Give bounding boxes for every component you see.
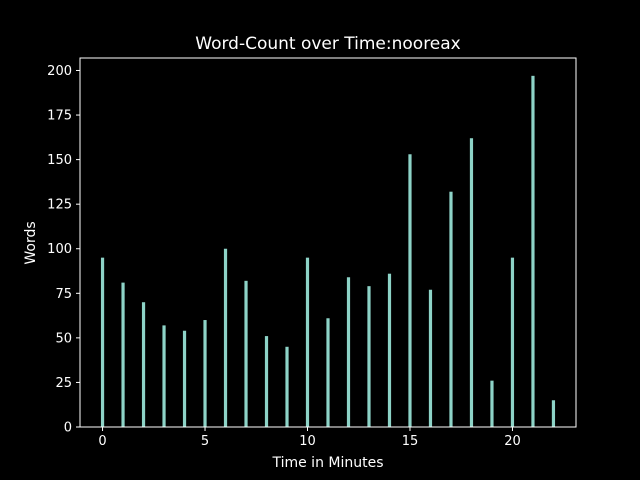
y-tick-label: 175 <box>47 109 72 124</box>
bar-minute-14 <box>387 273 392 427</box>
bar-minute-6 <box>223 248 228 427</box>
bar-minute-16 <box>428 289 433 427</box>
bar-minute-21 <box>531 75 535 427</box>
y-tick-label: 100 <box>47 242 72 257</box>
bar-minute-10 <box>305 257 310 427</box>
bar-minute-11 <box>326 318 330 427</box>
y-tick-label: 0 <box>64 421 72 436</box>
bar-minute-3 <box>162 325 166 427</box>
bar-minute-9 <box>285 346 289 427</box>
bar-minute-2 <box>141 302 146 427</box>
bar-minute-12 <box>346 277 351 427</box>
chart-title: Word-Count over Time:nooreax <box>195 34 461 54</box>
x-tick-label: 10 <box>299 434 316 449</box>
bar-minute-17 <box>449 191 453 427</box>
x-tick-label: 0 <box>98 434 106 449</box>
bars-group <box>100 75 556 427</box>
y-tick-label: 75 <box>55 287 72 302</box>
bar-minute-4 <box>182 330 187 427</box>
bar-minute-7 <box>244 280 248 427</box>
y-tick-label: 200 <box>47 64 72 79</box>
y-axis-label: Words <box>23 221 39 264</box>
y-tick-label: 150 <box>47 153 72 168</box>
bar-minute-8 <box>264 336 269 427</box>
bar-minute-20 <box>510 257 515 427</box>
x-tick-label: 15 <box>402 434 419 449</box>
x-axis-label: Time in Minutes <box>271 455 383 471</box>
y-tick-label: 50 <box>55 331 72 346</box>
x-tick-label: 5 <box>201 434 209 449</box>
y-tick-label: 125 <box>47 198 72 213</box>
bar-minute-22 <box>551 400 556 427</box>
bar-minute-5 <box>203 320 207 427</box>
y-axis-ticks: 0 25 50 75 100 125 150 175 200 <box>47 64 80 436</box>
y-tick-label: 25 <box>55 376 72 391</box>
bar-minute-1 <box>121 282 125 427</box>
bar-minute-15 <box>408 154 412 427</box>
bar-minute-18 <box>469 138 474 427</box>
plot-frame <box>79 57 577 428</box>
x-axis-ticks: 0 5 10 15 20 <box>98 427 521 449</box>
bar-minute-13 <box>367 286 371 427</box>
bar-minute-19 <box>490 380 494 427</box>
bar-minute-0 <box>100 257 105 427</box>
x-tick-label: 20 <box>504 434 521 449</box>
